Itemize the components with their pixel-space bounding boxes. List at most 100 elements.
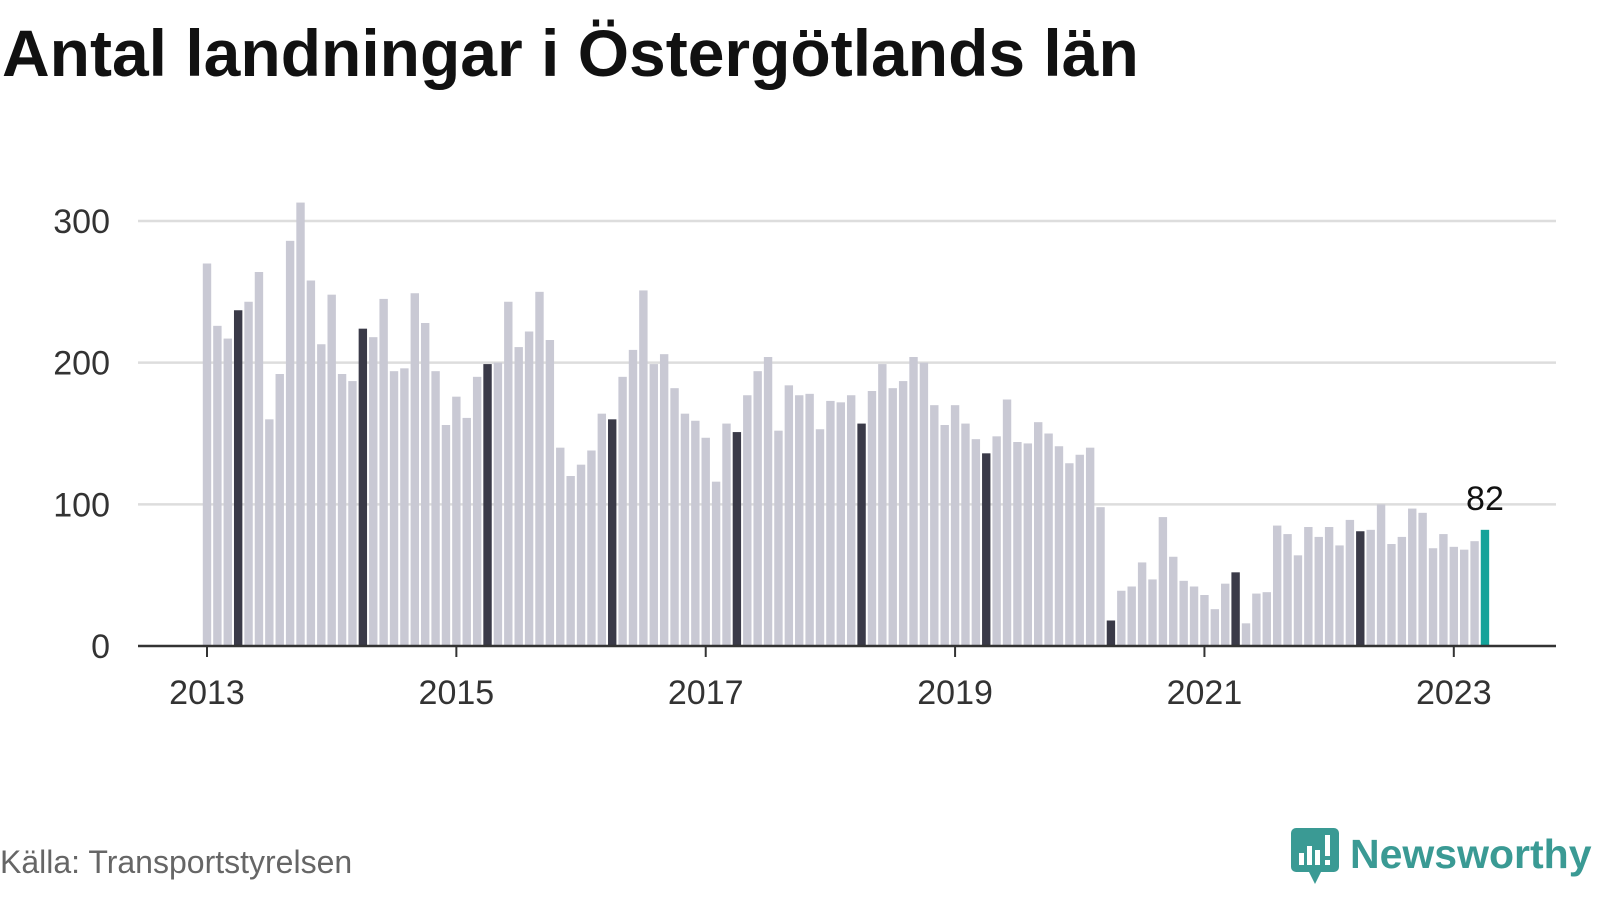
bar-2017-05 [743, 395, 752, 646]
bar-2015-10 [545, 340, 555, 646]
bar-2015-11 [556, 447, 565, 646]
bar-2016-04 [608, 419, 617, 646]
bar-2019-10 [1044, 433, 1053, 646]
bar-2019-06 [1002, 399, 1012, 646]
bar-2014-09 [410, 293, 419, 646]
bar-2018-07 [888, 388, 897, 646]
bar-2020-11 [1179, 580, 1188, 646]
bar-2022-05 [1366, 529, 1375, 646]
bar-2013-02 [213, 325, 222, 646]
bar-2022-09 [1408, 508, 1417, 646]
bar-2021-04 [1231, 572, 1240, 646]
bar-2017-03 [722, 423, 731, 646]
bar-2020-02 [1085, 447, 1095, 646]
data-labels: 82 [1466, 480, 1504, 518]
source-note: Källa: Transportstyrelsen [0, 844, 352, 880]
bar-2018-01 [826, 400, 835, 646]
bar-2014-04 [358, 328, 368, 646]
y-tick-label: 100 [53, 486, 110, 524]
bar-2017-04 [732, 432, 742, 646]
bar-2015-08 [524, 331, 534, 646]
bar-2019-11 [1054, 446, 1064, 646]
bar-2022-08 [1397, 536, 1407, 646]
x-tick-label: 2017 [668, 674, 744, 712]
bar-2013-05 [244, 301, 253, 646]
bar-2015-07 [514, 347, 523, 646]
bar-2017-02 [711, 481, 721, 646]
bar-2020-10 [1169, 556, 1178, 646]
bar-2014-12 [441, 425, 451, 646]
bar-2016-12 [691, 420, 700, 646]
x-tick-label: 2015 [419, 674, 495, 712]
bar-2014-08 [400, 368, 409, 646]
x-tick-label: 2023 [1416, 674, 1492, 712]
bar-2020-07 [1137, 562, 1147, 646]
bar-2013-12 [317, 344, 326, 646]
bar-2018-02 [836, 402, 845, 646]
bar-2022-01 [1324, 527, 1334, 646]
bar-2015-05 [493, 362, 503, 646]
bar-2018-10 [919, 362, 929, 646]
bar-2022-11 [1428, 548, 1438, 646]
bar-2013-11 [306, 280, 316, 646]
bar-2016-06 [628, 349, 638, 646]
bar-2018-04 [857, 423, 866, 646]
bar-2018-09 [909, 357, 918, 646]
x-tick-label: 2021 [1167, 674, 1243, 712]
bar-2022-07 [1387, 544, 1396, 646]
bar-2022-10 [1418, 512, 1427, 646]
bar-2023-04 [1480, 529, 1490, 646]
bar-2020-04 [1106, 620, 1116, 646]
bar-2013-10 [296, 202, 305, 646]
bar-2020-05 [1117, 590, 1126, 646]
bar-2021-10 [1293, 555, 1303, 646]
bar-2015-12 [566, 476, 575, 646]
bar-2021-06 [1252, 593, 1261, 646]
bar-2016-11 [680, 413, 690, 646]
bar-2014-07 [389, 371, 399, 646]
bar-2014-03 [348, 381, 357, 646]
data-label-latest: 82 [1466, 480, 1504, 518]
bar-2015-04 [483, 364, 492, 646]
bar-2020-09 [1158, 517, 1168, 646]
bar-2016-08 [649, 364, 658, 646]
bar-2013-03 [223, 338, 232, 646]
bar-2015-03 [472, 376, 482, 646]
newsworthy-brand-name: Newsworthy [1350, 831, 1592, 877]
bar-2015-09 [535, 291, 544, 646]
bar-2021-12 [1314, 536, 1323, 646]
y-tick-label: 300 [53, 203, 110, 241]
bar-2022-06 [1376, 504, 1386, 646]
bar-2020-06 [1127, 586, 1136, 646]
bar-2018-06 [878, 364, 887, 646]
bar-2017-10 [795, 395, 804, 646]
bar-2021-07 [1262, 592, 1271, 646]
bar-2022-03 [1345, 519, 1355, 646]
bar-2023-03 [1470, 541, 1479, 646]
x-tick-label: 2019 [917, 674, 993, 712]
bar-2021-08 [1272, 525, 1282, 646]
bar-2021-03 [1221, 583, 1230, 646]
bar-2019-07 [1013, 442, 1022, 646]
bar-2022-02 [1335, 545, 1344, 646]
bar-2016-03 [597, 413, 607, 646]
bar-2017-12 [815, 429, 825, 646]
bar-2015-06 [504, 301, 513, 646]
bar-2013-08 [275, 374, 284, 646]
newsworthy-logo: Newsworthy [1291, 828, 1592, 884]
bar-2016-01 [576, 464, 586, 646]
bar-2019-02 [961, 423, 970, 646]
bars [202, 202, 1490, 646]
bar-2019-12 [1065, 463, 1074, 646]
bar-2017-01 [701, 437, 710, 646]
bar-2013-06 [254, 272, 264, 646]
bar-2016-02 [587, 450, 596, 646]
bar-2021-02 [1210, 609, 1220, 646]
bar-2013-07 [265, 419, 274, 646]
bar-2019-01 [950, 405, 960, 646]
bar-2020-08 [1148, 579, 1157, 646]
x-tick-label: 2013 [169, 674, 245, 712]
bar-2013-09 [285, 240, 295, 646]
chart-title: Antal landningar i Östergötlands län [2, 16, 1139, 90]
bar-2016-07 [639, 290, 648, 646]
